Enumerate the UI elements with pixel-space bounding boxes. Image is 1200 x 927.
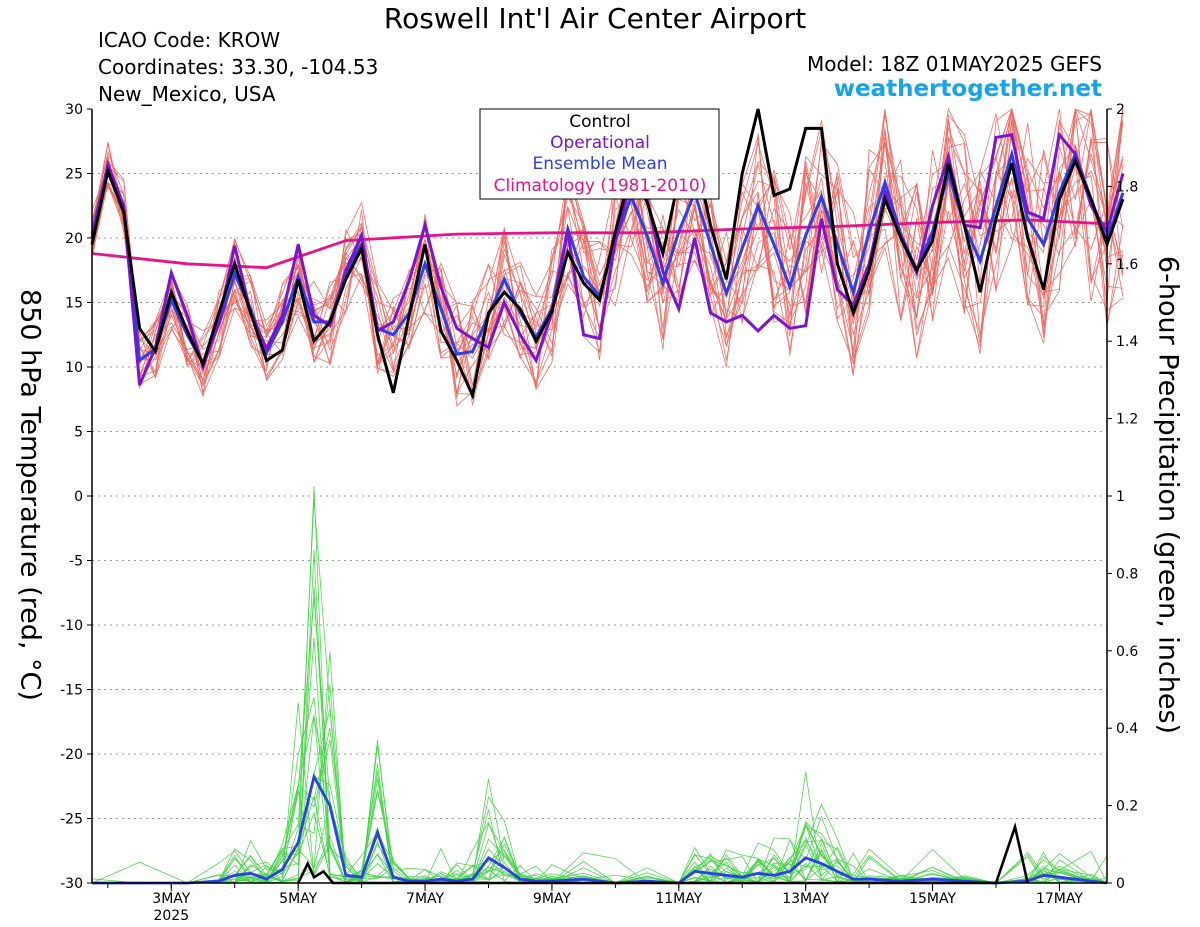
legend-operational: Operational [550, 133, 650, 153]
left-tick-label: -25 [60, 812, 83, 828]
right-tick-label: 1.4 [1116, 334, 1138, 350]
left-tick-label: -5 [69, 554, 83, 570]
x-tick-label: 15MAY [909, 891, 956, 907]
precip-member-line [92, 549, 1108, 884]
left-tick-label: -20 [60, 747, 83, 763]
coordinates: Coordinates: 33.30, -104.53 [98, 55, 379, 79]
right-tick-label: 0 [1116, 876, 1125, 892]
year-label: 2025 [153, 908, 189, 924]
precip-member-line [92, 598, 1108, 884]
legend-box [479, 108, 720, 200]
precip-member-line [92, 586, 1108, 884]
temp-member-line [91, 108, 1124, 387]
legend: Control Operational Ensemble Mean Climat… [479, 108, 720, 200]
climatology-line [91, 218, 1108, 270]
right-tick-label: 0.8 [1116, 566, 1138, 582]
precip-member-line [91, 796, 1108, 884]
x-tick-label: 17MAY [1036, 891, 1083, 907]
control-line [90, 108, 1125, 401]
precip-member-line [92, 727, 1108, 884]
precip-member-line [92, 739, 1108, 884]
right-tick-label: 0.2 [1116, 799, 1138, 815]
model-run: Model: 18Z 01MAY2025 GEFS [807, 52, 1102, 76]
left-tick-label: 30 [65, 102, 83, 118]
right-tick-label: 0.4 [1116, 721, 1138, 737]
left-tick-label: 15 [65, 296, 83, 312]
x-tick-label: 9MAY [533, 891, 571, 907]
left-tick-label: 10 [65, 360, 83, 376]
precip-ensemble-members [91, 486, 1108, 884]
main-series [90, 108, 1125, 885]
x-tick-label: 5MAY [279, 891, 317, 907]
x-tick-label: 11MAY [655, 891, 702, 907]
temp-member-line [91, 108, 1124, 390]
left-tick-label: 20 [65, 231, 83, 247]
precip-member-line [92, 499, 1108, 884]
x-tick-label: 3MAY [152, 891, 190, 907]
precip-member-line [92, 651, 1108, 884]
left-tick-label: 5 [74, 425, 83, 441]
precip-member-line [92, 684, 1108, 884]
precip-member-line [92, 789, 1108, 884]
icao-code: ICAO Code: KROW [98, 28, 281, 52]
legend-control: Control [569, 112, 630, 132]
region: New_Mexico, USA [98, 82, 276, 106]
right-tick-label: 1.8 [1116, 179, 1138, 195]
left-tick-label: -30 [60, 876, 83, 892]
right-tick-label: 0.6 [1116, 644, 1138, 660]
precip-member-line [92, 638, 1108, 884]
legend-climatology: Climatology (1981-2010) [494, 176, 707, 196]
left-tick-label: -15 [60, 683, 83, 699]
right-tick-label: 1.6 [1116, 257, 1138, 273]
right-tick-label: 2 [1116, 102, 1125, 118]
axes: 302520151050-5-10-15-20-25-3021.81.61.41… [60, 102, 1138, 924]
legend-ensemble-mean: Ensemble Mean [532, 154, 667, 174]
left-tick-label: 0 [74, 489, 83, 505]
left-tick-label: 25 [65, 167, 83, 183]
grid [92, 173, 1107, 819]
x-tick-label: 7MAY [406, 891, 444, 907]
precip-member-line [92, 486, 1108, 884]
chart-title: Roswell Int'l Air Center Airport [383, 2, 807, 35]
right-tick-label: 1.2 [1116, 412, 1138, 428]
precip-control-line [297, 822, 1029, 885]
site-name[interactable]: weathertogether.net [833, 76, 1102, 102]
x-tick-label: 13MAY [782, 891, 829, 907]
right-tick-label: 1 [1116, 489, 1125, 505]
left-tick-label: -10 [60, 618, 83, 634]
precip-mean-line [92, 772, 1108, 885]
precip-member-line [92, 697, 1108, 884]
